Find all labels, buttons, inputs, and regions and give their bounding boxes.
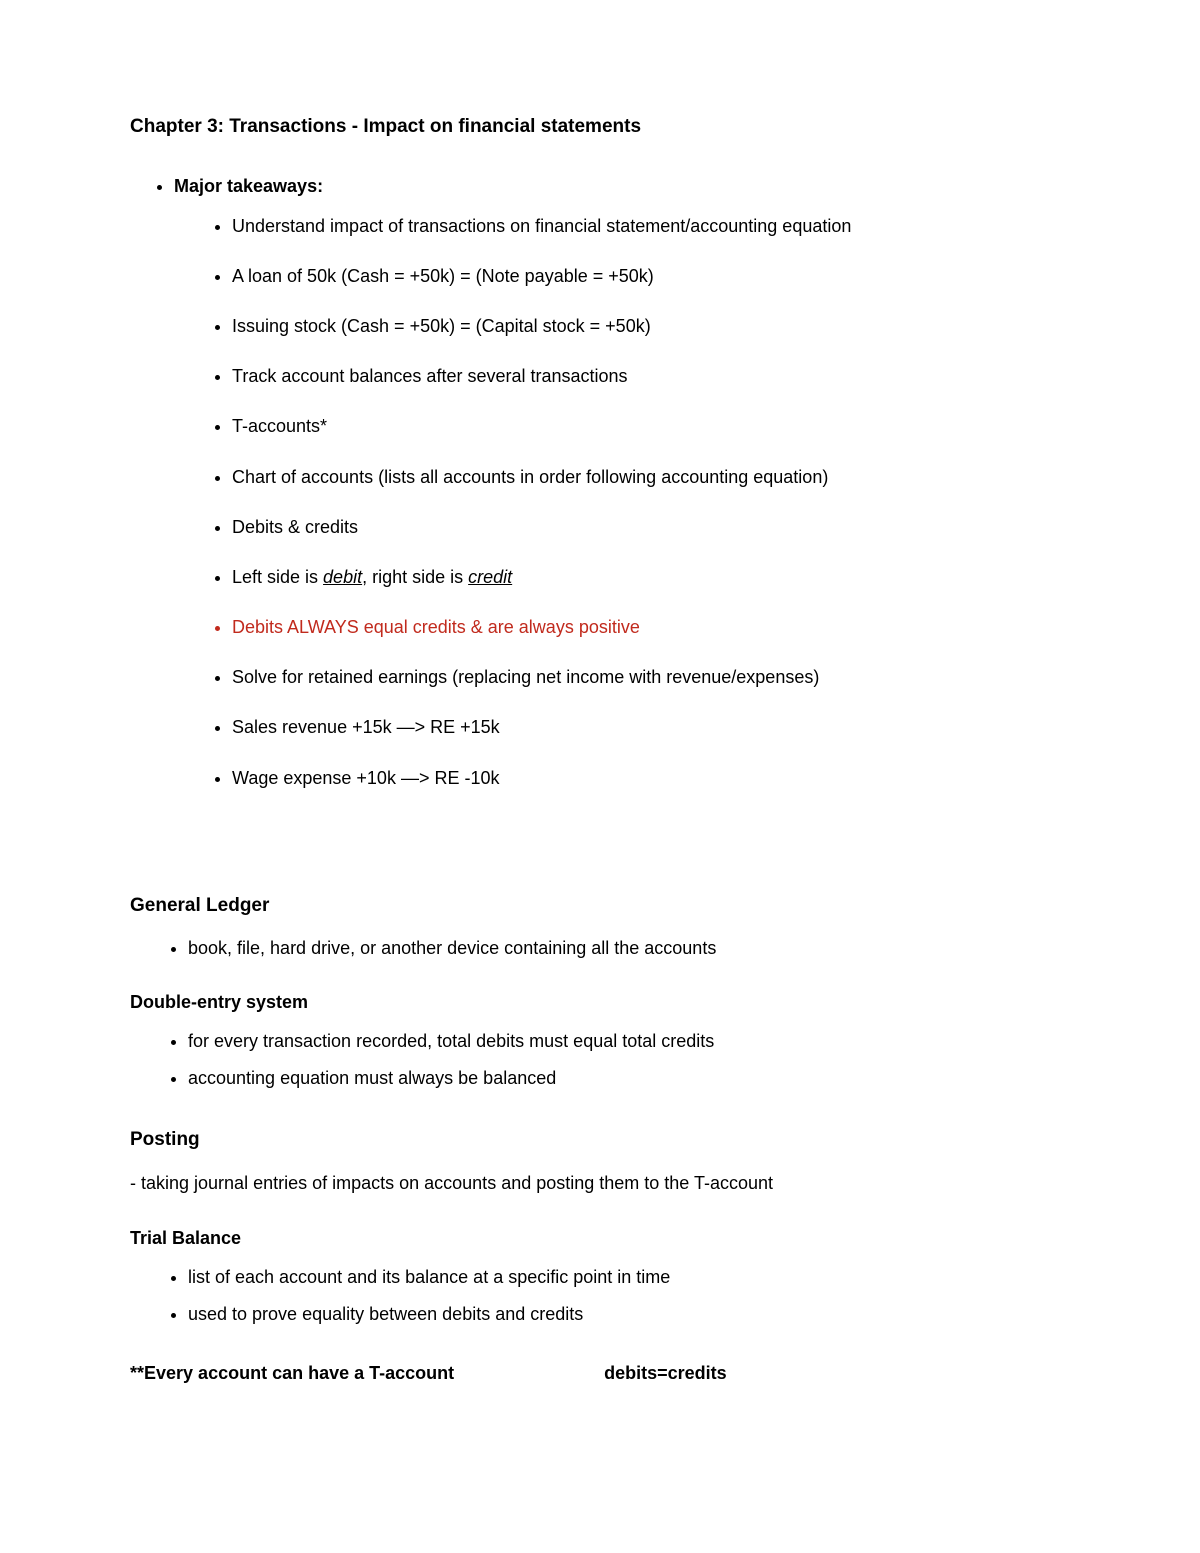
credit-word: credit bbox=[468, 567, 512, 587]
chapter-title: Chapter 3: Transactions - Impact on fina… bbox=[130, 110, 1070, 144]
debit-credit-item: Left side is debit, right side is credit bbox=[232, 560, 1070, 594]
trial-balance-heading: Trial Balance bbox=[130, 1222, 1070, 1254]
footer-right: debits=credits bbox=[604, 1363, 727, 1383]
general-ledger-list: book, file, hard drive, or another devic… bbox=[130, 933, 1070, 964]
list-item: for every transaction recorded, total de… bbox=[188, 1026, 1070, 1057]
list-item: A loan of 50k (Cash = +50k) = (Note paya… bbox=[232, 259, 1070, 293]
takeaways-sublist: Understand impact of transactions on fin… bbox=[174, 209, 1070, 795]
list-item: Issuing stock (Cash = +50k) = (Capital s… bbox=[232, 309, 1070, 343]
prefix-text: Left side is bbox=[232, 567, 323, 587]
heading-text: Major takeaways: bbox=[174, 176, 323, 196]
list-item: Chart of accounts (lists all accounts in… bbox=[232, 460, 1070, 494]
list-item: Sales revenue +15k —> RE +15k bbox=[232, 710, 1070, 744]
list-item: Track account balances after several tra… bbox=[232, 359, 1070, 393]
major-takeaways-heading: Major takeaways: Understand impact of tr… bbox=[174, 170, 1070, 795]
double-entry-heading: Double-entry system bbox=[130, 986, 1070, 1018]
middle-text: , right side is bbox=[362, 567, 468, 587]
list-item: T-accounts* bbox=[232, 409, 1070, 443]
list-item: used to prove equality between debits an… bbox=[188, 1299, 1070, 1330]
list-item: Solve for retained earnings (replacing n… bbox=[232, 660, 1070, 694]
list-item: book, file, hard drive, or another devic… bbox=[188, 933, 1070, 964]
list-item: Debits & credits bbox=[232, 510, 1070, 544]
list-item: list of each account and its balance at … bbox=[188, 1262, 1070, 1293]
posting-heading: Posting bbox=[130, 1123, 1070, 1157]
list-item: Wage expense +10k —> RE -10k bbox=[232, 761, 1070, 795]
trial-balance-list: list of each account and its balance at … bbox=[130, 1262, 1070, 1329]
general-ledger-heading: General Ledger bbox=[130, 889, 1070, 923]
major-takeaways-list: Major takeaways: Understand impact of tr… bbox=[130, 170, 1070, 795]
footer-note: **Every account can have a T-account debi… bbox=[130, 1357, 1070, 1389]
posting-line: - taking journal entries of impacts on a… bbox=[130, 1167, 1070, 1199]
list-item: accounting equation must always be balan… bbox=[188, 1063, 1070, 1094]
double-entry-list: for every transaction recorded, total de… bbox=[130, 1026, 1070, 1093]
debit-word: debit bbox=[323, 567, 362, 587]
red-highlight-item: Debits ALWAYS equal credits & are always… bbox=[232, 610, 1070, 644]
footer-left: **Every account can have a T-account bbox=[130, 1363, 454, 1383]
list-item: Understand impact of transactions on fin… bbox=[232, 209, 1070, 243]
